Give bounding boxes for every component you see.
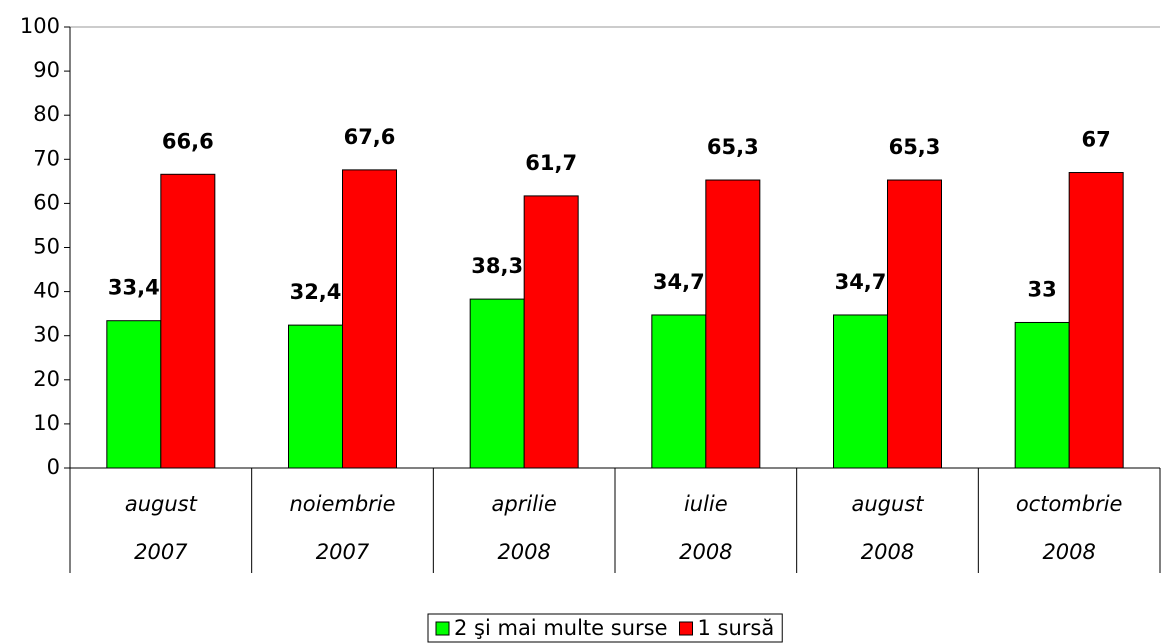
x-tick-label: octombrie <box>1016 492 1123 516</box>
bar <box>1068 172 1124 469</box>
y-tick-label: 70 <box>33 146 60 170</box>
y-tick-label: 40 <box>33 279 60 303</box>
legend-swatch <box>679 621 693 636</box>
x-tick-label: aprilie <box>492 492 557 516</box>
x-tick-label: 2008 <box>861 540 914 564</box>
x-tick-label: 2008 <box>497 540 550 564</box>
value-label: 67 <box>1082 128 1111 152</box>
legend-label: 1 sursă <box>698 616 775 640</box>
y-tick-label: 20 <box>33 367 60 391</box>
legend-swatch <box>435 621 450 636</box>
value-label: 66,6 <box>162 129 214 153</box>
bar <box>342 169 397 469</box>
legend-box <box>427 613 783 643</box>
y-tick-label: 90 <box>33 58 60 82</box>
y-tick-label: 60 <box>33 190 60 214</box>
bar <box>887 179 942 469</box>
value-label: 33,4 <box>108 276 160 300</box>
bar <box>160 173 216 469</box>
bar <box>1014 321 1070 469</box>
x-tick-label: august <box>125 492 198 516</box>
x-tick-label: 2007 <box>134 540 188 564</box>
value-label: 33 <box>1028 277 1057 301</box>
x-tick-label: 2008 <box>679 540 732 564</box>
value-label: 61,7 <box>525 151 577 175</box>
y-tick-label: 30 <box>33 323 60 347</box>
bar <box>288 324 343 469</box>
value-label: 34,7 <box>835 270 887 294</box>
x-tick-label: 2007 <box>316 540 370 564</box>
bar <box>833 314 888 469</box>
x-tick-label: august <box>852 492 925 516</box>
y-tick-label: 10 <box>33 411 60 435</box>
x-tick-label: noiembrie <box>289 492 395 516</box>
x-tick-label: iulie <box>684 492 728 516</box>
value-label: 38,3 <box>471 254 523 278</box>
value-label: 65,3 <box>707 135 759 159</box>
value-label: 34,7 <box>653 270 705 294</box>
bar <box>651 314 707 469</box>
bar <box>523 195 579 469</box>
value-label: 67,6 <box>344 125 396 149</box>
bar <box>705 179 761 469</box>
y-tick-label: 0 <box>47 455 60 479</box>
bar <box>469 298 525 469</box>
value-label: 32,4 <box>290 280 342 304</box>
legend-label: 2 şi mai multe surse <box>454 616 668 640</box>
y-tick-label: 50 <box>33 235 60 259</box>
value-label: 65,3 <box>889 135 941 159</box>
bar <box>106 320 162 469</box>
y-tick-label: 100 <box>20 14 60 38</box>
y-tick-label: 80 <box>33 102 60 126</box>
x-tick-label: 2008 <box>1042 540 1095 564</box>
